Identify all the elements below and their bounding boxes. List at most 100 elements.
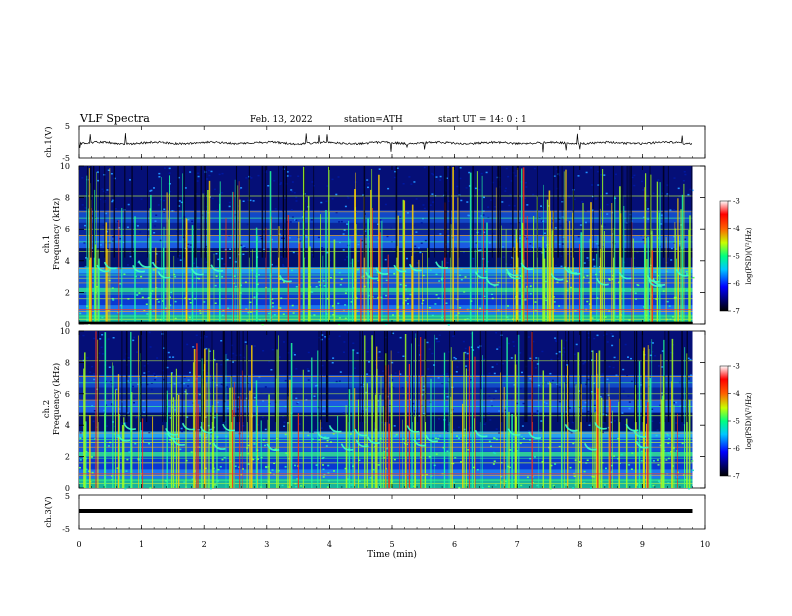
spectrogram-speckle xyxy=(392,248,395,250)
spectrogram-speckle xyxy=(412,224,415,227)
spectrogram-speckle xyxy=(112,337,115,339)
spectrogram-speckle xyxy=(147,370,150,373)
spectrogram-speckle xyxy=(82,334,85,337)
spectrogram-speckle xyxy=(405,443,408,445)
spectrogram-speckle xyxy=(590,167,593,169)
spectrogram-speckle xyxy=(566,280,569,282)
spectrogram-speckle xyxy=(659,422,661,424)
spectrogram-speckle xyxy=(640,384,643,386)
spectrogram-speckle xyxy=(454,358,457,360)
spectrogram-speckle xyxy=(669,209,672,211)
spectrogram-speckle xyxy=(282,265,285,268)
spectrogram-speckle xyxy=(582,363,585,365)
spectrogram-speckle xyxy=(645,414,648,416)
spectrogram-speckle xyxy=(135,226,138,228)
spectrogram-speckle xyxy=(413,360,416,363)
spectrogram-speckle xyxy=(583,470,586,473)
spectrogram-speckle xyxy=(381,389,384,391)
spectrogram-speckle xyxy=(508,204,511,207)
spectrogram-speckle xyxy=(522,438,525,440)
spectrogram-speckle xyxy=(685,195,688,198)
spectrogram-speckle xyxy=(573,475,576,477)
ch1-ytick-top: 5 xyxy=(65,122,70,131)
spectrogram-speckle xyxy=(327,480,330,482)
spectrogram-speckle xyxy=(79,459,82,461)
frequency-band xyxy=(79,166,693,211)
spectrogram-speckle xyxy=(271,348,274,351)
spectrogram-speckle xyxy=(103,409,106,412)
spectrogram-speckle xyxy=(612,366,615,369)
spectrogram-speckle xyxy=(585,381,588,384)
spectrogram-speckle xyxy=(492,463,495,465)
spectrogram-speckle xyxy=(217,480,220,482)
spectrogram-speckle xyxy=(213,188,216,191)
spectrogram-speckle xyxy=(427,368,430,370)
spectrogram-speckle xyxy=(591,350,594,352)
spectrogram-speckle xyxy=(84,266,87,268)
spectrogram-speckle xyxy=(154,375,157,377)
spectrogram-speckle xyxy=(163,167,166,169)
spectrogram-speckle xyxy=(466,318,469,320)
spectrogram-speckle xyxy=(406,257,408,260)
tweek-trace xyxy=(103,261,117,270)
spectrogram-speckle xyxy=(409,293,412,296)
spectrogram-speckle xyxy=(670,247,673,250)
tweek-trace xyxy=(340,443,354,451)
spectrogram-speckle xyxy=(457,426,460,429)
spectrogram-speckle xyxy=(379,219,382,221)
spectrogram-speckle xyxy=(438,418,440,420)
spectrogram-speckle xyxy=(225,386,228,388)
spectrogram-speckle xyxy=(163,199,165,202)
spectrogram-speckle xyxy=(199,434,202,436)
spectrogram-speckle xyxy=(562,236,565,238)
spectrogram-speckle xyxy=(441,195,444,198)
spectrogram-speckle xyxy=(283,421,286,424)
spectrogram-speckle xyxy=(558,305,561,307)
spectrogram-speckle xyxy=(295,397,298,400)
spectrogram-speckle xyxy=(601,431,604,434)
spectrogram-speckle xyxy=(509,194,512,196)
spectrogram-speckle xyxy=(493,398,496,400)
spectrogram-speckle xyxy=(350,484,353,486)
spectrogram-speckle xyxy=(423,385,426,388)
spectrogram-speckle xyxy=(178,200,181,202)
spectrogram-speckle xyxy=(554,264,557,267)
spectrogram-speckle xyxy=(346,256,349,258)
spectrogram-speckle xyxy=(477,346,480,349)
spectrogram-speckle xyxy=(252,430,255,432)
spectrogram-speckle xyxy=(99,338,102,340)
time-tick-label: 7 xyxy=(515,540,520,549)
spectrogram-speckle xyxy=(689,358,692,361)
spectrogram-speckle xyxy=(243,247,246,249)
spectrogram-speckle xyxy=(291,216,294,218)
spectrogram-speckle xyxy=(366,351,369,353)
spectrogram-speckle xyxy=(533,167,536,170)
spectrogram-speckle xyxy=(322,457,325,459)
spectrogram-speckle xyxy=(383,451,386,453)
spectrogram-speckle xyxy=(199,312,202,314)
spectrogram-speckle xyxy=(307,379,310,381)
spectrogram-speckle xyxy=(383,423,386,426)
spectrogram-speckle xyxy=(633,184,636,187)
spectrogram-speckle xyxy=(504,190,507,192)
spectrogram-speckle xyxy=(338,271,341,274)
spectrogram-speckle xyxy=(667,194,670,197)
spectrogram-speckle xyxy=(432,173,435,176)
spectrogram-speckle xyxy=(273,462,276,464)
spectrogram-speckle xyxy=(566,320,569,323)
spectrogram-speckle xyxy=(84,224,86,227)
spectrogram-speckle xyxy=(143,372,146,374)
spectrogram-speckle xyxy=(683,171,686,173)
spectrogram-speckle xyxy=(205,347,208,350)
time-tick-label: 0 xyxy=(76,540,81,549)
spectrogram-speckle xyxy=(289,221,292,223)
spectrogram-speckle xyxy=(605,192,608,195)
tweek-trace xyxy=(366,436,380,444)
spectrogram-speckle xyxy=(274,208,277,210)
spectrogram-speckle xyxy=(127,203,130,206)
spectrogram-speckle xyxy=(446,373,449,375)
spectrogram-speckle xyxy=(555,340,558,342)
spectrogram-speckle xyxy=(527,430,530,432)
spectrogram-speckle xyxy=(505,272,508,274)
spectrogram-speckle xyxy=(591,317,594,319)
